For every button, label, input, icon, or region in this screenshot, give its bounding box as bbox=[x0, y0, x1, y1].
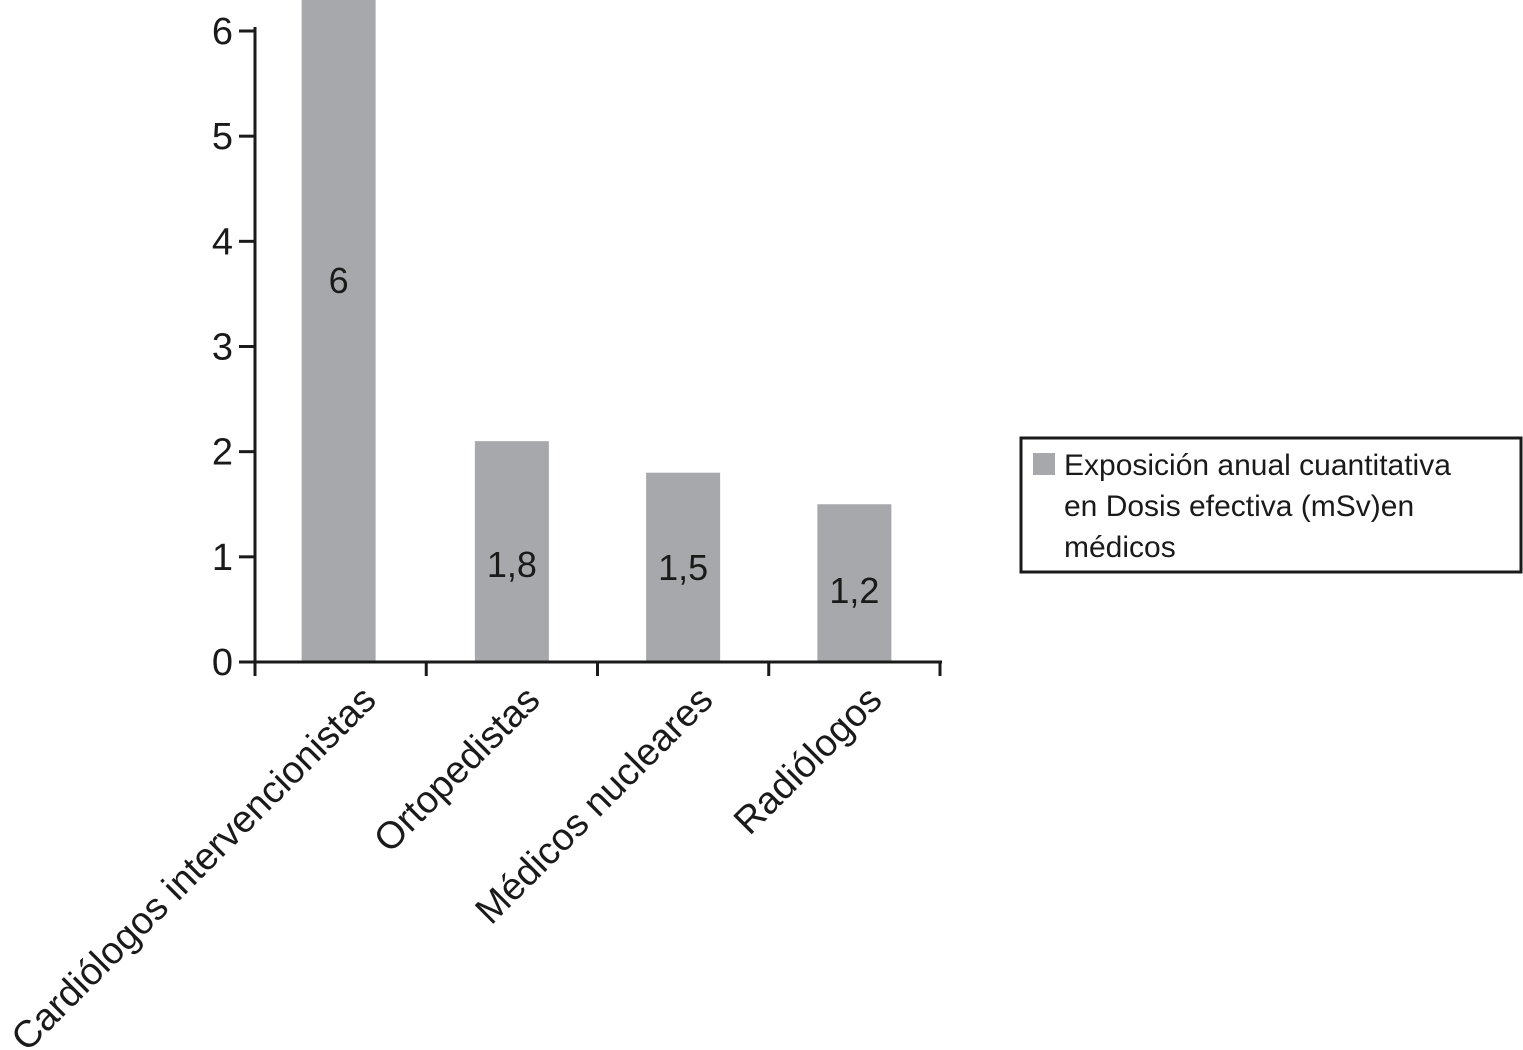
x-category-label-3: Radiólogos bbox=[726, 679, 890, 843]
bars-layer bbox=[301, 0, 892, 662]
legend-label-line-3: médicos bbox=[1064, 531, 1176, 564]
legend-label-line-1: Exposición anual cuantitativa bbox=[1064, 449, 1451, 482]
axes-layer bbox=[239, 27, 942, 676]
y-tick-label-6: 6 bbox=[212, 11, 233, 53]
legend: Exposición anual cuantitativa en Dosis e… bbox=[1019, 436, 1523, 574]
bar-data-label-0: 6 bbox=[329, 260, 349, 301]
bar-data-label-3: 1,2 bbox=[829, 570, 879, 611]
bar-3 bbox=[817, 504, 892, 662]
legend-label-line-2: en Dosis efectiva (mSv)en bbox=[1064, 490, 1414, 523]
y-tick-label-1: 1 bbox=[212, 537, 233, 579]
labels-layer: 6 1,8 1,5 1,2 0 1 2 3 4 5 6 Cardiólogos intervencio… bbox=[4, 11, 891, 1050]
y-tick-label-2: 2 bbox=[212, 432, 233, 474]
y-tick-label-0: 0 bbox=[212, 642, 233, 684]
x-category-label-0: Cardiólogos intervencionistas bbox=[4, 679, 385, 1050]
legend-swatch bbox=[1033, 453, 1055, 475]
bar-2 bbox=[646, 472, 721, 662]
x-category-label-1: Ortopedistas bbox=[366, 679, 548, 861]
legend-box bbox=[1019, 436, 1523, 574]
bar-0 bbox=[301, 0, 376, 662]
y-tick-label-4: 4 bbox=[212, 221, 233, 263]
bar-data-label-1: 1,8 bbox=[487, 544, 537, 585]
bar-data-label-2: 1,5 bbox=[658, 547, 708, 588]
y-tick-label-5: 5 bbox=[212, 116, 233, 158]
bar-1 bbox=[474, 441, 549, 662]
y-tick-label-3: 3 bbox=[212, 327, 233, 369]
